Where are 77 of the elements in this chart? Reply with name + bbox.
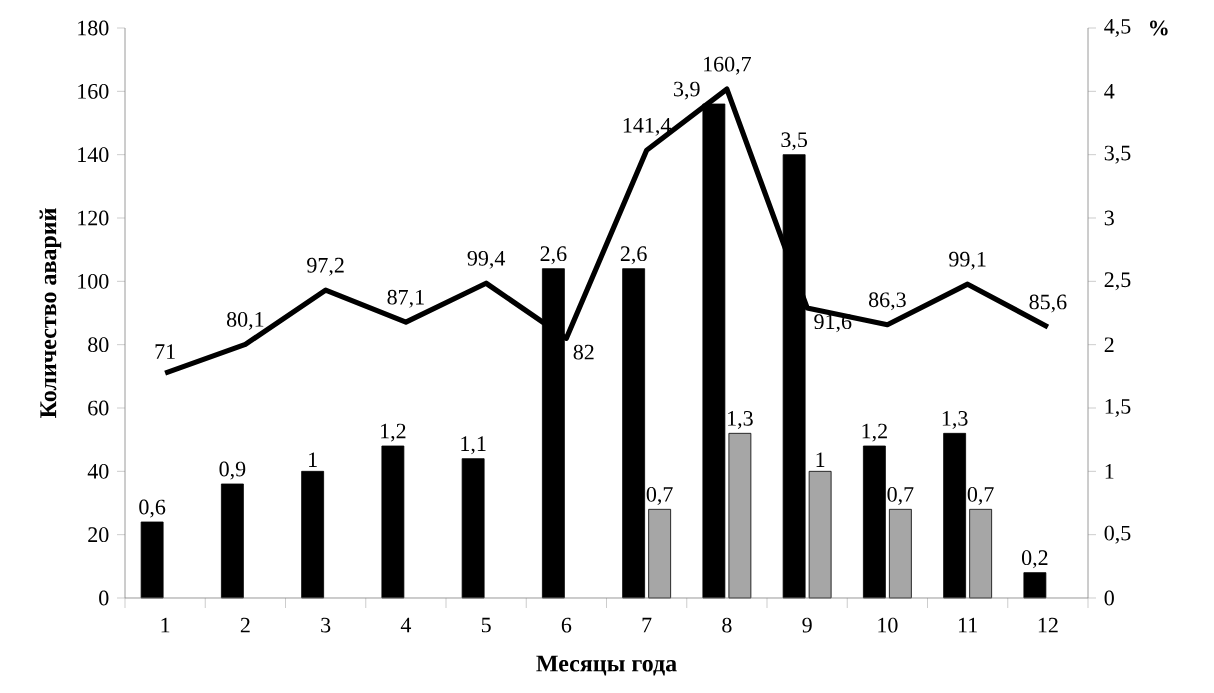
data-label: 85,6: [1029, 294, 1067, 313]
x-axis-title: Месяцы года: [536, 655, 677, 676]
data-label: 141,4: [623, 117, 672, 136]
y2-tick-label: 4,5: [1104, 19, 1131, 37]
x-tick-label: 7: [642, 617, 652, 633]
y-tick-label: 140: [78, 147, 109, 163]
y2-axis-title: %: [1150, 20, 1168, 36]
y2-tick-label: 1,5: [1105, 399, 1131, 417]
bar: [862, 445, 886, 599]
x-tick-label: 2: [240, 617, 250, 633]
y2-tick-label: 4: [1104, 84, 1115, 99]
y-tick-label: 60: [88, 400, 109, 416]
bar: [969, 508, 993, 599]
y2-tick-label: 3: [1104, 210, 1114, 226]
bar: [301, 470, 325, 599]
y-tick-label: 160: [78, 83, 109, 99]
y-tick-label: 40: [87, 463, 109, 479]
y2-tick-label: 1: [1105, 464, 1114, 479]
data-label: 160,7: [704, 56, 751, 75]
data-label: 1,2: [862, 423, 887, 442]
data-label: 71: [155, 344, 175, 359]
data-label: 0,6: [139, 499, 166, 518]
y-axis-title: Количество аварий: [39, 208, 62, 419]
x-tick-label: 10: [878, 617, 898, 633]
data-label: 0,7: [887, 486, 914, 505]
bar: [461, 458, 485, 599]
data-label: 86,3: [868, 292, 906, 311]
data-label: 1,3: [728, 411, 753, 429]
data-label: 82: [573, 344, 594, 360]
data-label: 97,2: [307, 257, 344, 276]
bar: [220, 483, 244, 599]
x-tick-label: 11: [958, 617, 977, 633]
y-tick-label: 120: [78, 210, 109, 226]
x-tick-label: 5: [481, 617, 491, 633]
y-tick-label: 100: [78, 273, 109, 289]
bar: [1023, 572, 1047, 599]
y-tick-label: 80: [88, 337, 109, 353]
data-label: 1,1: [461, 436, 486, 455]
data-label: 80,1: [226, 311, 264, 330]
data-label: 1,2: [381, 423, 406, 442]
data-label: 99,1: [949, 251, 986, 270]
bar: [728, 432, 752, 599]
data-label: 87,1: [387, 289, 424, 308]
bar: [381, 445, 405, 599]
data-label: 0,7: [646, 486, 673, 505]
bar: [943, 432, 967, 599]
data-label: 0,9: [219, 461, 246, 480]
y2-tick-label: 0: [1104, 590, 1114, 606]
y2-tick-label: 2: [1104, 337, 1114, 352]
y-tick-label: 180: [78, 20, 109, 36]
x-tick-label: 6: [561, 617, 572, 633]
data-label: 3,9: [674, 81, 700, 100]
x-tick-label: 3: [321, 617, 331, 633]
y-tick-label: 0: [99, 590, 109, 606]
data-label: 99,4: [467, 250, 506, 269]
y2-tick-label: 3,5: [1104, 145, 1131, 164]
data-label: 1,3: [942, 411, 968, 429]
y2-tick-label: 0,5: [1104, 525, 1131, 544]
x-tick-label: 12: [1038, 617, 1058, 633]
data-label: 0,2: [1021, 550, 1048, 569]
x-tick-label: 1: [161, 617, 170, 633]
data-label: 1: [309, 452, 317, 467]
data-label: 2,6: [620, 246, 647, 265]
bar: [622, 268, 646, 599]
y-tick-label: 20: [88, 527, 109, 543]
y2-tick-label: 2,5: [1104, 272, 1131, 291]
bar: [888, 508, 912, 599]
x-tick-label: 4: [400, 617, 412, 633]
data-label: 3,5: [781, 132, 808, 151]
bar: [808, 470, 832, 599]
data-label: 1: [816, 452, 825, 467]
data-label: 0,7: [967, 486, 994, 505]
data-label: 2,6: [540, 246, 567, 265]
x-tick-label: 9: [802, 617, 812, 633]
bar: [140, 521, 164, 599]
x-tick-label: 8: [722, 617, 732, 633]
bar: [648, 508, 672, 599]
